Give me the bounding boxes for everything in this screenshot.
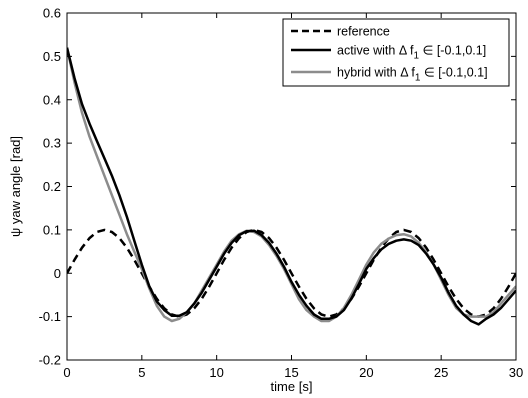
y-tick-label: 0.2	[43, 179, 61, 194]
tick-layer: 0 5 10 15 20 25 30 -0.2 -0.1 0 0.1 0.2 0.3 0.4 0.5 0.6	[39, 6, 524, 381]
x-tick-label: 5	[138, 365, 145, 380]
x-tick-label: 10	[209, 365, 223, 380]
x-tick-label: 0	[63, 365, 70, 380]
y-tick-label: 0	[54, 266, 61, 281]
y-tick-label: -0.1	[39, 309, 61, 324]
y-tick-label: 0.6	[43, 6, 61, 21]
series-line-reference	[67, 228, 516, 318]
legend-hybrid-subscript: 1	[415, 73, 421, 84]
y-tick-label: 0.5	[43, 49, 61, 64]
y-axis-label: ψ yaw angle [rad]	[8, 136, 23, 237]
legend-label-reference: reference	[337, 25, 390, 39]
x-tick-label: 15	[284, 365, 298, 380]
legend-active-subscript: 1	[413, 51, 419, 62]
x-axis-label: time [s]	[271, 379, 313, 394]
series-line-active	[67, 47, 516, 326]
y-tick-label: 0.4	[43, 92, 61, 107]
x-tick-label: 20	[359, 365, 373, 380]
series-layer	[67, 47, 516, 326]
y-tick-label: -0.2	[39, 353, 61, 368]
legend: reference active with Δ f1 ∈ [-0.1,0.1] …	[282, 18, 510, 87]
legend-active-prefix: active with Δ f	[337, 44, 414, 58]
y-tick-label: 0.1	[43, 222, 61, 237]
legend-label-active: active with Δ f1 ∈ [-0.1,0.1]	[337, 44, 486, 62]
legend-box	[282, 18, 510, 87]
x-tick-label: 30	[509, 365, 523, 380]
legend-active-suffix: ∈ [-0.1,0.1]	[419, 44, 486, 58]
y-tick-label: 0.3	[43, 136, 61, 151]
legend-hybrid-suffix: ∈ [-0.1,0.1]	[420, 66, 487, 80]
x-tick-label: 25	[434, 365, 448, 380]
legend-label-hybrid: hybrid with Δ f1 ∈ [-0.1,0.1]	[337, 66, 488, 84]
legend-hybrid-prefix: hybrid with Δ f	[337, 66, 415, 80]
